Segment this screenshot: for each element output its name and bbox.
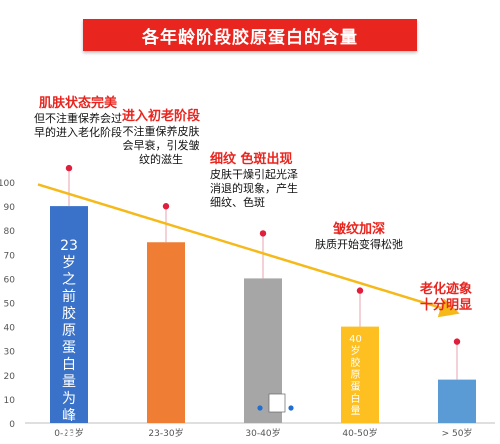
bar-4 (438, 379, 476, 423)
annotation-3-head: 皱纹加深 (332, 222, 385, 237)
marker-dot-1 (162, 203, 170, 210)
annotation-2-body: 皮肤干燥引起光泽消退的现象，产生细纹、色斑 (210, 168, 298, 209)
y-tick-label-70: 70 (4, 251, 16, 261)
x-tick-label-0: 0-23岁 (54, 427, 83, 439)
y-tick-label-0: 0 (9, 420, 15, 430)
y-tick-label-20: 20 (4, 372, 16, 382)
annotation-1-body: 不注重保养皮肤会早衰，引发皱纹的滋生 (122, 125, 200, 166)
overlay-box (268, 393, 286, 413)
chart-title: 各年龄阶段胶原蛋白的含量 (83, 19, 417, 51)
y-tick-label-50: 50 (4, 300, 16, 310)
annotation-2-head: 细纹 色斑出现 (210, 152, 293, 167)
overlay-dot-left (257, 405, 263, 411)
marker-dot-4 (453, 338, 461, 345)
y-tick-label-40: 40 (4, 324, 16, 334)
marker-dot-3 (356, 287, 364, 294)
bar-3 (341, 326, 379, 423)
annotation-3: 皱纹加深 肤质开始变得松弛 (307, 222, 411, 252)
overlay-dot-right (288, 405, 294, 411)
bar-label-3: 40岁胶原蛋白量 (349, 334, 362, 417)
annotation-1: 进入初老阶段 不注重保养皮肤会早衰，引发皱纹的滋生 (120, 109, 202, 167)
annotation-0-body: 但不注重保养会过早的进入老化阶段 (34, 112, 122, 139)
marker-dot-2 (259, 230, 267, 237)
y-tick-label-60: 60 (4, 275, 16, 285)
annotation-1-head: 进入初老阶段 (121, 109, 200, 124)
y-tick-label-10: 10 (4, 396, 16, 406)
trend-arrow (37, 183, 460, 318)
annotation-4-head: 老化迹象十分明显 (419, 282, 472, 313)
x-tick-label-1: 23-30岁 (148, 427, 183, 439)
x-tick-label-3: 40-50岁 (342, 427, 377, 439)
y-tick-label-80: 80 (4, 227, 16, 237)
bar-0 (50, 206, 88, 423)
annotation-2: 细纹 色斑出现 皮肤干燥引起光泽消退的现象，产生细纹、色斑 (210, 152, 302, 210)
x-tick-label-4: > 50岁 (442, 427, 473, 439)
annotation-0: 肌肤状态完美 但不注重保养会过早的进入老化阶段 (33, 96, 123, 140)
annotation-4: 老化迹象十分明显 (416, 282, 476, 314)
x-tick-label-2: 30-40岁 (245, 427, 280, 439)
annotation-3-body: 肤质开始变得松弛 (315, 238, 403, 251)
y-tick-label-30: 30 (4, 348, 16, 358)
bar-1 (147, 242, 185, 423)
annotation-0-head: 肌肤状态完美 (38, 96, 117, 111)
y-tick-label-100: 100 (0, 179, 15, 189)
y-tick-label-90: 90 (4, 203, 16, 213)
marker-dot-0 (65, 164, 73, 172)
bar-label-0: 23岁之前胶原蛋白量为峰值 (60, 238, 78, 441)
